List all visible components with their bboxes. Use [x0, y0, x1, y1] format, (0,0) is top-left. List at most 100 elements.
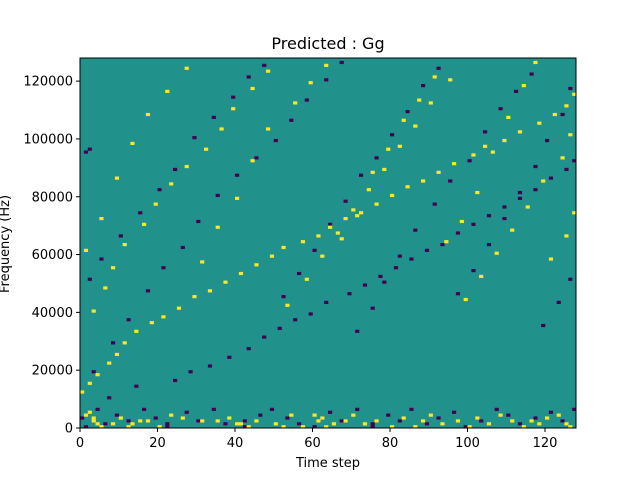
heatmap-cell-high: [564, 422, 569, 426]
heatmap-cell-high: [502, 138, 507, 143]
heatmap-cell-low: [560, 419, 565, 423]
heatmap-cell-low: [80, 416, 85, 420]
heatmap-cell-high: [126, 425, 131, 429]
heatmap-cell-high: [572, 92, 577, 96]
heatmap-cell-high: [130, 141, 135, 146]
heatmap-cell-low: [324, 78, 329, 82]
heatmap-cell-high: [475, 416, 480, 420]
heatmap-cell-low: [254, 156, 259, 160]
x-tick-label: 80: [382, 436, 399, 451]
heatmap-cell-high: [103, 286, 108, 290]
heatmap-cell-low: [165, 425, 170, 429]
heatmap-cell-low: [382, 280, 387, 284]
heatmap-cell-low: [502, 205, 507, 209]
heatmap-cell-high: [517, 130, 523, 134]
heatmap-cell-low: [436, 416, 441, 420]
heatmap-cell-low: [564, 167, 569, 172]
heatmap-cell-low: [517, 190, 523, 195]
heatmap-cell-low: [134, 384, 139, 388]
x-tick-label: 20: [149, 436, 166, 451]
heatmap-cell-high: [153, 202, 158, 206]
heatmap-cell-high: [351, 208, 356, 212]
heatmap-cell-low: [448, 179, 453, 183]
heatmap-cell-high: [479, 274, 484, 278]
heatmap-cell-high: [95, 422, 100, 426]
heatmap-cell-low: [483, 130, 488, 134]
heatmap-cell-high: [300, 240, 306, 244]
heatmap-cell-low: [138, 211, 143, 215]
heatmap-cell-low: [424, 248, 430, 252]
heatmap-cell-low: [436, 66, 441, 70]
heatmap-cell-high: [111, 422, 116, 426]
heatmap-cell-high: [320, 416, 325, 420]
heatmap-cell-high: [486, 422, 492, 426]
heatmap-cell-high: [494, 251, 499, 255]
heatmap-cell-high: [227, 416, 232, 420]
heatmap-cell-high: [510, 228, 515, 232]
heatmap-cell-high: [331, 422, 337, 426]
heatmap-cell-low: [533, 164, 538, 169]
heatmap-cell-high: [269, 254, 275, 258]
heatmap-cell-high: [87, 381, 92, 385]
heatmap-cell-low: [486, 214, 492, 218]
heatmap-cell-high: [390, 193, 395, 198]
heatmap-cell-low: [246, 75, 251, 79]
heatmap-cell-low: [95, 407, 100, 411]
heatmap-cell-low: [362, 283, 368, 287]
heatmap-cell-high: [184, 164, 189, 169]
heatmap-cell-high: [122, 341, 127, 345]
heatmap-cell-high: [455, 419, 461, 423]
heatmap-cell-low: [424, 422, 430, 426]
heatmap-cell-high: [235, 422, 240, 426]
heatmap-cell-high: [506, 115, 511, 119]
heatmap-cell-low: [277, 326, 282, 331]
heatmap-cell-low: [541, 323, 546, 328]
heatmap-cell-high: [401, 118, 406, 122]
heatmap-cell-low: [145, 289, 151, 293]
heatmap-cell-high: [498, 413, 503, 417]
heatmap-cell-high: [525, 205, 530, 209]
heatmap-cell-high: [254, 263, 259, 267]
heatmap-cell-high: [138, 419, 143, 423]
heatmap-cell-high: [80, 390, 85, 394]
heatmap-cell-low: [463, 425, 468, 429]
heatmap-cell-high: [421, 179, 426, 183]
heatmap-cell-low: [556, 300, 561, 304]
heatmap-cell-high: [533, 60, 538, 65]
heatmap-cell-high: [343, 419, 348, 423]
heatmap-cell-low: [242, 425, 247, 429]
heatmap-cell-high: [130, 422, 135, 426]
heatmap-cell-high: [266, 127, 271, 131]
heatmap-cell-high: [343, 216, 348, 221]
heatmap-cell-low: [506, 413, 511, 417]
heatmap-cell-high: [192, 295, 197, 299]
heatmap-cell-low: [378, 274, 383, 278]
heatmap-cell-low: [231, 95, 236, 99]
heatmap-cell-high: [390, 425, 395, 429]
heatmap-cell-high: [463, 297, 468, 302]
heatmap-cell-low: [374, 156, 379, 160]
heatmap-cell-low: [533, 416, 538, 420]
heatmap-cell-high: [556, 413, 561, 417]
heatmap-cell-high: [266, 69, 271, 73]
plot-frame: [79, 57, 577, 429]
heatmap-cell-low: [479, 419, 484, 423]
heatmap-cell-low: [107, 396, 112, 400]
heatmap-cell-low: [126, 419, 131, 423]
heatmap-cell-high: [316, 234, 321, 238]
heatmap-cell-high: [421, 419, 426, 423]
heatmap-cell-low: [215, 193, 220, 198]
heatmap-cell-low: [312, 425, 317, 429]
heatmap-cell-high: [281, 245, 286, 250]
heatmap-cell-low: [304, 98, 309, 102]
heatmap-cell-low: [207, 364, 213, 368]
x-tick-label: 100: [455, 436, 480, 451]
heatmap-cell-low: [196, 219, 201, 224]
heatmap-cell-high: [521, 84, 526, 88]
heatmap-cell-low: [83, 150, 89, 154]
heatmap-cell-low: [173, 167, 178, 172]
heatmap-cell-low: [498, 107, 503, 111]
heatmap-cell-high: [471, 153, 476, 157]
heatmap-cell-high: [452, 162, 457, 166]
heatmap-cell-low: [355, 407, 360, 411]
